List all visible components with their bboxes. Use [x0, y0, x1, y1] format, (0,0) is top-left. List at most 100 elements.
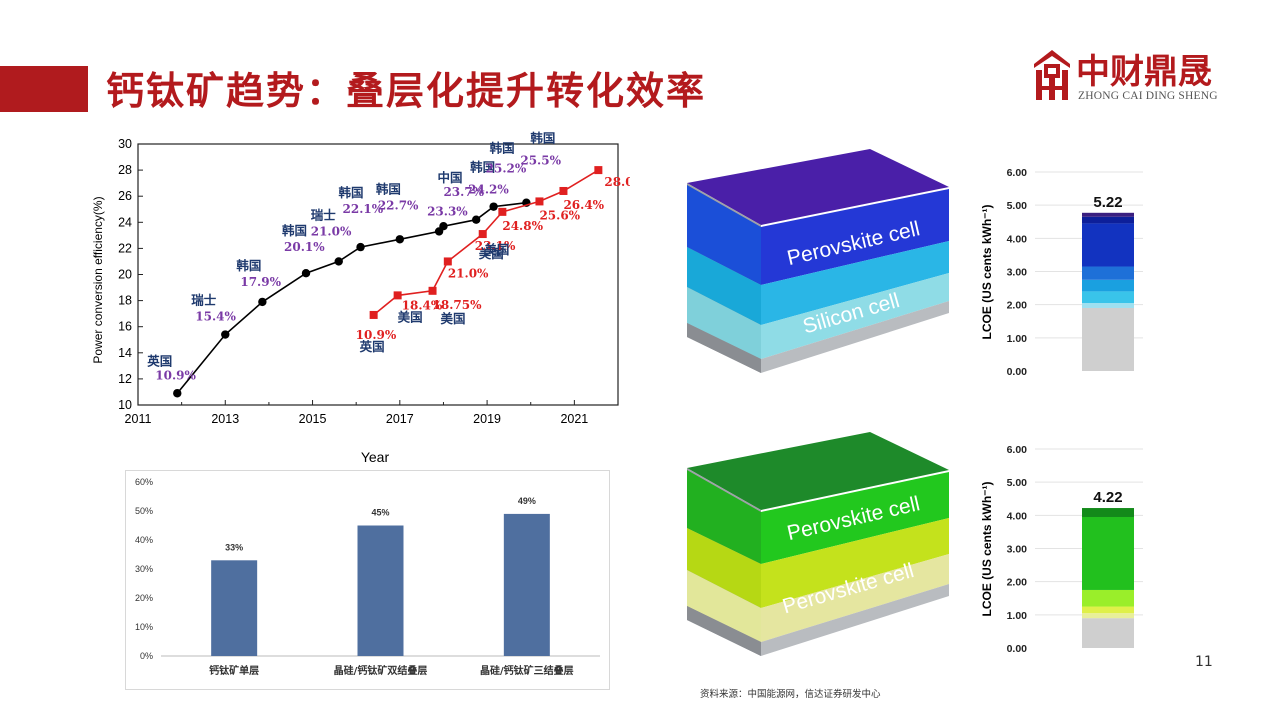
data-point-circle	[301, 268, 311, 278]
country-label: 韩国	[236, 258, 261, 273]
data-point-square	[559, 186, 568, 195]
title-accent-bar	[0, 66, 88, 112]
data-label: 18.4%	[402, 298, 443, 312]
data-point-square	[393, 291, 402, 300]
y-tick-label: 4.00	[1007, 233, 1028, 245]
data-point-circle	[489, 202, 498, 211]
y-tick-label: 60%	[135, 477, 153, 487]
country-label: 美国	[398, 309, 423, 324]
stack2-layer-top-side	[761, 472, 949, 564]
y-tick-label: 20%	[135, 593, 153, 603]
total-value-label: 5.22	[1093, 194, 1122, 211]
data-label: 22.1%	[343, 202, 384, 216]
y-tick-label: 22	[118, 241, 132, 255]
data-point-circle	[471, 215, 481, 224]
data-label: 24.8%	[502, 219, 543, 233]
data-label: 23.1%	[475, 239, 516, 253]
data-label: 15.4%	[195, 310, 236, 324]
y-tick-label: 3.00	[1007, 267, 1028, 279]
stack2-layer-bottom-side	[761, 554, 949, 642]
bar	[357, 525, 404, 656]
x-tick-label: 2015	[299, 412, 327, 426]
stack1-layer-silicon-side	[761, 273, 949, 359]
y-tick-label: 40%	[135, 535, 153, 545]
y-tick-label: 16	[118, 320, 132, 334]
stack2-layer-bottom-front	[687, 570, 761, 642]
stack-segment	[1082, 216, 1134, 224]
bar	[211, 560, 258, 656]
stack2-layer-base-front	[687, 606, 761, 656]
total-value-label: 4.22	[1093, 489, 1122, 506]
stack-segment	[1082, 307, 1134, 371]
data-label: 17.9%	[240, 275, 281, 289]
stack1-layer-silicon-front	[687, 287, 761, 359]
lcoe2-y-axis-label: LCOE (US cents kWh⁻¹)	[980, 481, 994, 616]
stack2-layer-mid-side	[761, 518, 949, 608]
x-tick-label: 2013	[211, 412, 239, 426]
y-tick-label: 26	[118, 189, 132, 203]
data-label: 21.0%	[448, 266, 489, 280]
data-label: 26.4%	[563, 198, 604, 212]
stack1-layer-mid-front	[687, 247, 761, 325]
data-label: 22.7%	[378, 198, 419, 212]
category-label: 钙钛矿单层	[209, 664, 259, 677]
x-tick-label: 2011	[125, 412, 152, 426]
data-point-circle	[439, 222, 448, 231]
y-tick-label: 0.00	[1007, 643, 1028, 655]
country-label: 中国	[437, 170, 462, 185]
data-point-circle	[356, 242, 365, 252]
data-label: 10.9%	[356, 328, 397, 342]
y-tick-label: 50%	[135, 506, 153, 516]
perovskite-silicon-stack-diagram: Perovskite cell Silicon cell	[687, 149, 949, 373]
data-label: 23.7%	[443, 185, 484, 199]
stack-segment	[1082, 279, 1134, 292]
y-axis-label: Power conversion efficiency(%)	[91, 196, 105, 363]
bar-chart-frame	[125, 470, 610, 690]
stack-segment	[1082, 291, 1134, 304]
data-label: 25.2%	[486, 162, 527, 176]
stack-segment	[1082, 266, 1134, 280]
data-point-square	[478, 230, 487, 239]
x-tick-label: 2021	[560, 412, 588, 426]
stack1-layer-base-side	[761, 301, 949, 373]
data-label: 23.3%	[427, 204, 468, 218]
page-number: 11	[1195, 654, 1213, 670]
logo-english-name: ZHONG CAI DING SHENG	[1078, 90, 1218, 102]
data-point-square	[498, 207, 507, 216]
y-tick-label: 2.00	[1007, 300, 1028, 312]
y-tick-label: 14	[118, 346, 132, 360]
y-tick-label: 10%	[135, 622, 153, 632]
y-tick-label: 6.00	[1007, 444, 1028, 456]
category-label: 晶硅/钙钛矿三结叠层	[480, 664, 574, 677]
x-tick-label: 2019	[473, 412, 501, 426]
stack-segment	[1082, 606, 1134, 614]
stack2-layer-mid-front	[687, 528, 761, 608]
y-tick-label: 5.00	[1007, 477, 1028, 489]
data-point-circle	[395, 235, 405, 244]
country-label: 瑞士	[191, 293, 217, 308]
data-point-square	[369, 310, 378, 319]
perovskite-perovskite-stack-diagram: Perovskite cell Perovskite cell	[687, 432, 949, 656]
country-label: 韩国	[282, 223, 307, 238]
y-tick-label: 3.00	[1007, 544, 1028, 556]
stack-segment	[1082, 613, 1134, 619]
efficiency-line-chart: 10 12 14 16 18 20 22 24 26 28 30 2011 2013 2015 2017 20…	[91, 131, 630, 465]
y-tick-label: 24	[118, 215, 132, 229]
y-tick-label: 1.00	[1007, 333, 1028, 345]
y-tick-label: 30	[118, 137, 132, 151]
stack1-top-face	[687, 149, 949, 225]
y-tick-label: 20	[118, 268, 132, 282]
data-point-circle	[221, 330, 230, 339]
y-tick-label: 5.00	[1007, 200, 1028, 212]
country-label: 美国	[484, 242, 509, 257]
stack-segment	[1082, 618, 1134, 648]
data-point-circle	[334, 257, 343, 266]
lcoe1-y-axis-label: LCOE (US cents kWh⁻¹)	[980, 204, 994, 339]
country-label: 美国	[441, 311, 466, 326]
source-note: 资料来源：中国能源网，信达证券研发中心	[700, 689, 881, 700]
data-point-square	[443, 257, 452, 266]
country-label: 美国	[479, 246, 504, 261]
page-title: 钙钛矿趋势：叠层化提升转化效率	[106, 68, 707, 113]
y-tick-label: 28	[118, 163, 132, 177]
country-label: 英国	[147, 353, 172, 368]
